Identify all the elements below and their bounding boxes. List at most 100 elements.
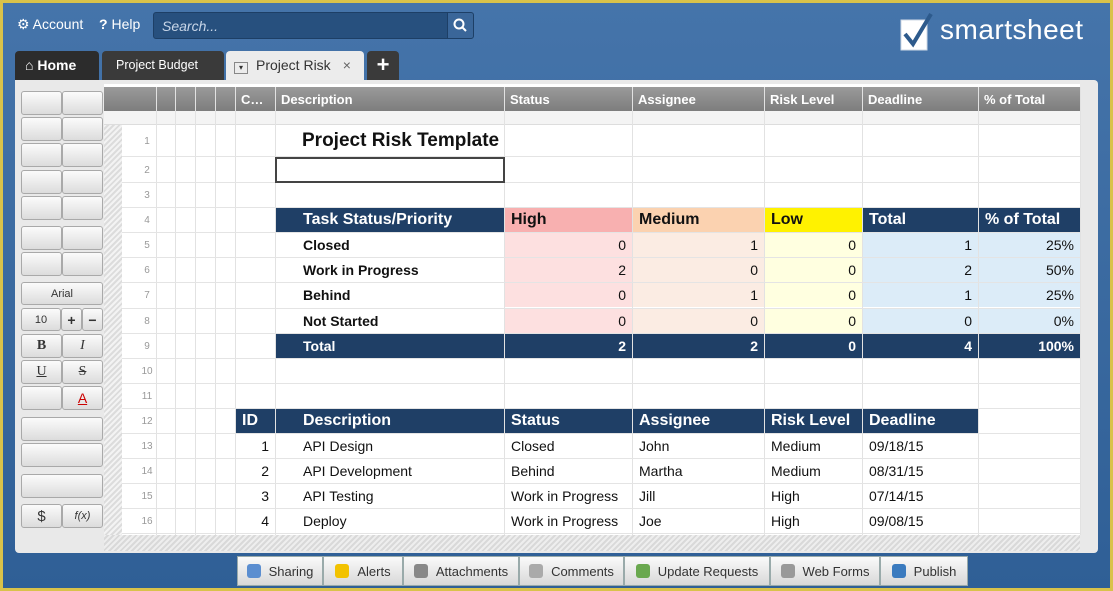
summary-cell: 25% bbox=[979, 233, 1080, 258]
row-line bbox=[122, 357, 1080, 359]
column-header: Description bbox=[281, 91, 353, 107]
summary-cell: 0 bbox=[633, 258, 764, 283]
summary-cell: 0% bbox=[979, 308, 1080, 333]
bookmark-button[interactable] bbox=[21, 91, 62, 115]
card-view-button[interactable] bbox=[62, 196, 103, 220]
row-number: 14 bbox=[141, 466, 153, 478]
bottom-bar-button[interactable]: Web Forms bbox=[770, 556, 880, 586]
column-divider bbox=[978, 87, 979, 535]
brand-name: smartsheet bbox=[940, 14, 1084, 45]
bold-button[interactable]: B bbox=[21, 334, 62, 358]
row-number: 13 bbox=[141, 441, 153, 453]
grid-view-button[interactable] bbox=[21, 170, 62, 194]
gantt-view-button[interactable] bbox=[62, 170, 103, 194]
help-icon: ? bbox=[99, 16, 108, 32]
bottom-bar-button[interactable]: Alerts bbox=[323, 556, 403, 586]
wrap-button[interactable] bbox=[62, 252, 103, 276]
align-button[interactable] bbox=[21, 252, 62, 276]
button-label: Publish bbox=[913, 563, 957, 579]
formula-button[interactable]: f(x) bbox=[62, 504, 103, 528]
conditional-format-button[interactable] bbox=[21, 417, 103, 441]
column-header: Risk Level bbox=[770, 91, 835, 107]
summary-cell: Task Status/Priority bbox=[276, 208, 504, 233]
column-header: % of Total bbox=[984, 91, 1046, 107]
undo-button[interactable] bbox=[21, 143, 62, 167]
summary-cell: 0 bbox=[765, 308, 862, 333]
add-tab[interactable]: + bbox=[367, 51, 399, 80]
task-header: ID bbox=[236, 408, 275, 433]
row-number: 3 bbox=[144, 190, 150, 202]
link-button[interactable] bbox=[21, 474, 103, 498]
summary-cell: 50% bbox=[979, 258, 1080, 283]
task-cell: API Development bbox=[303, 463, 412, 480]
summary-cell: 2 bbox=[505, 258, 632, 283]
row-line bbox=[122, 282, 1080, 284]
font-select[interactable]: Arial bbox=[21, 282, 103, 305]
italic-button[interactable]: I bbox=[62, 334, 103, 358]
summary-cell: Behind bbox=[276, 283, 504, 308]
bottom-bar-button[interactable]: Sharing bbox=[237, 556, 323, 586]
hatch-column bbox=[104, 125, 122, 535]
help-link[interactable]: ? Help bbox=[99, 16, 140, 32]
task-cell: API Testing bbox=[303, 488, 374, 505]
currency-button[interactable]: $ bbox=[21, 504, 62, 528]
column-header-sub bbox=[104, 111, 1080, 125]
summary-cell: 1 bbox=[863, 233, 978, 258]
fill-color-button[interactable] bbox=[21, 386, 62, 410]
indent-button[interactable] bbox=[62, 226, 103, 250]
task-cell: Closed bbox=[511, 438, 555, 454]
task-cell: Work in Progress bbox=[511, 513, 619, 530]
account-link[interactable]: ⚙ Account bbox=[17, 16, 84, 32]
tab-project-budget[interactable]: Project Budget bbox=[102, 51, 224, 80]
selected-cell bbox=[275, 157, 505, 183]
highlight-button[interactable] bbox=[21, 443, 103, 467]
task-cell: Deploy bbox=[303, 513, 347, 530]
underline-button[interactable]: U bbox=[21, 360, 62, 384]
task-header: Deadline bbox=[863, 408, 978, 433]
task-cell: Behind bbox=[511, 463, 555, 480]
bottom-bar-button[interactable]: Update Requests bbox=[624, 556, 770, 586]
row-number: 2 bbox=[144, 164, 150, 176]
bottom-bar-button[interactable]: Comments bbox=[519, 556, 624, 586]
row-line bbox=[122, 332, 1080, 334]
summary-cell: 2 bbox=[863, 258, 978, 283]
summary-cell: 25% bbox=[979, 283, 1080, 308]
tab-label: Project Risk bbox=[256, 57, 331, 73]
redo-button[interactable] bbox=[62, 143, 103, 167]
row-number: 12 bbox=[141, 415, 153, 427]
search-button[interactable] bbox=[447, 12, 474, 39]
row-line bbox=[122, 533, 1080, 535]
row-number: 5 bbox=[144, 240, 150, 252]
increase-size[interactable]: + bbox=[61, 308, 82, 331]
outdent-button[interactable] bbox=[21, 226, 62, 250]
grid-footer bbox=[104, 535, 1080, 551]
task-header: Status bbox=[505, 408, 632, 433]
summary-cell: 0 bbox=[765, 333, 862, 358]
column-divider bbox=[632, 87, 633, 535]
print-button[interactable] bbox=[62, 117, 103, 141]
search-box[interactable]: Search... bbox=[153, 12, 448, 39]
column-divider bbox=[175, 87, 176, 535]
decrease-size[interactable]: − bbox=[82, 308, 103, 331]
task-cell: 09/08/15 bbox=[869, 513, 924, 530]
strike-button[interactable]: S bbox=[62, 360, 103, 384]
button-icon bbox=[335, 564, 350, 578]
bottom-bar-button[interactable]: Attachments bbox=[403, 556, 519, 586]
save-button[interactable] bbox=[62, 91, 103, 115]
row-number: 9 bbox=[144, 340, 150, 352]
bottom-bar-button[interactable]: Publish bbox=[880, 556, 968, 586]
summary-cell: Not Started bbox=[276, 308, 504, 333]
task-cell: 4 bbox=[261, 513, 269, 530]
calendar-view-button[interactable] bbox=[21, 196, 62, 220]
font-size-select[interactable]: 10 bbox=[21, 308, 61, 331]
task-cell: Jill bbox=[639, 488, 656, 505]
summary-cell: Total bbox=[276, 333, 504, 358]
column-divider bbox=[862, 87, 863, 535]
text-color-button[interactable]: A bbox=[62, 386, 103, 410]
tab-label: Project Budget bbox=[116, 58, 198, 72]
email-button[interactable] bbox=[21, 117, 62, 141]
button-label: Alerts bbox=[357, 563, 391, 579]
tab-home[interactable]: ⌂ Home bbox=[15, 51, 99, 80]
tab-project-risk[interactable]: ▾ Project Risk × bbox=[226, 51, 364, 80]
